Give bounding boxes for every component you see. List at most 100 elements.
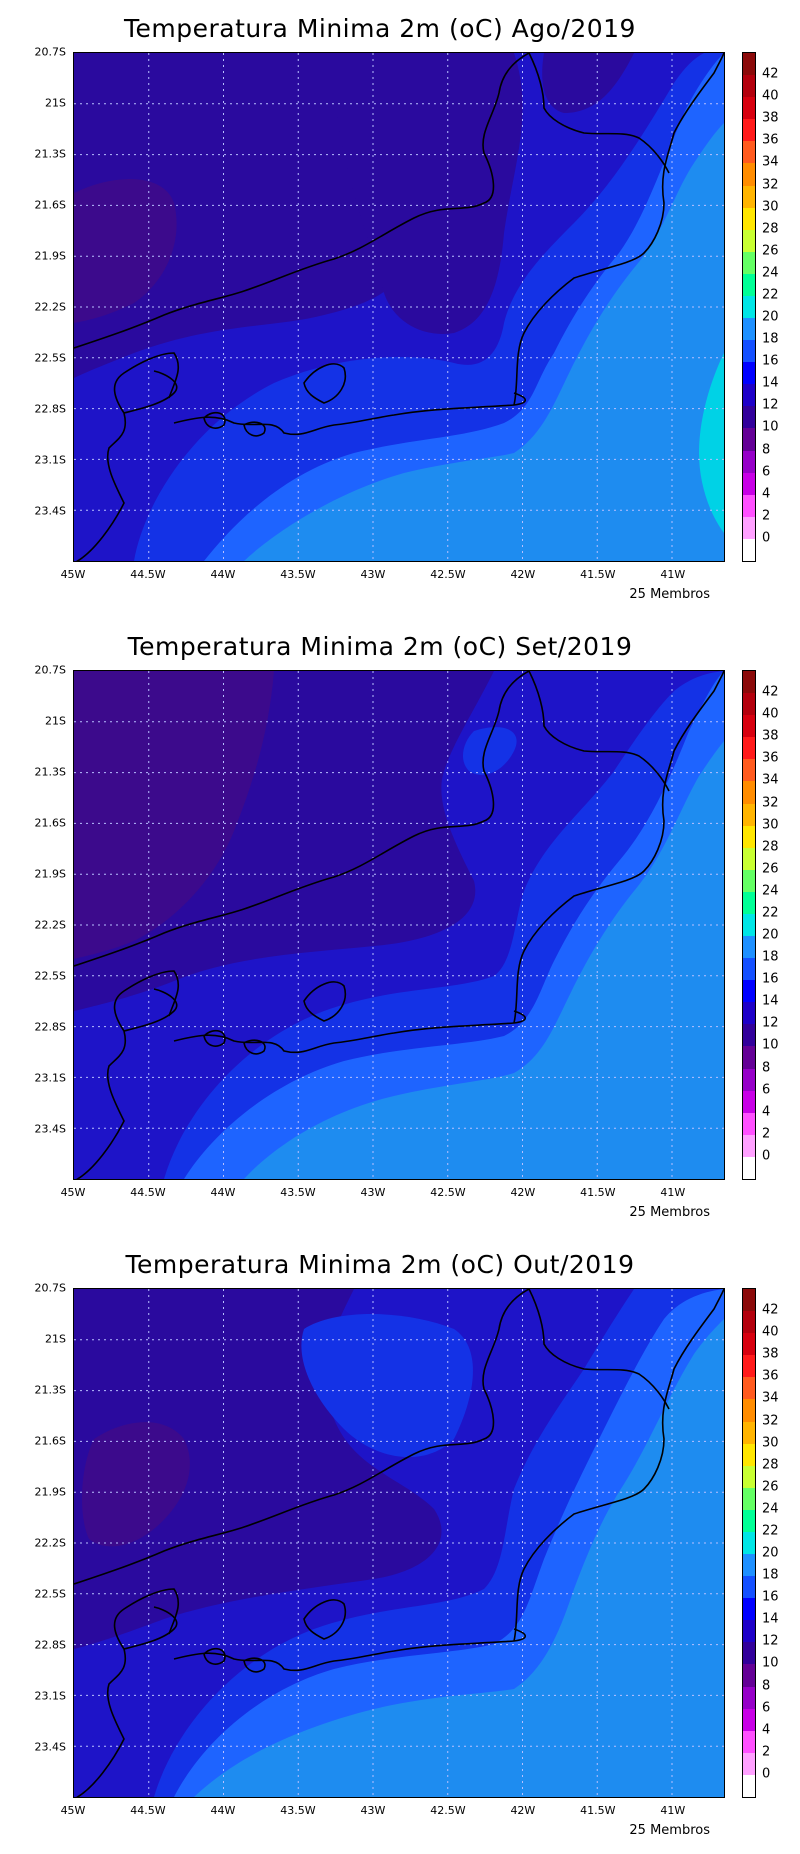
coastline-path xyxy=(203,1647,226,1665)
coastline-path xyxy=(243,1657,266,1673)
longitude-label: 43W xyxy=(360,568,386,581)
colorbar-cell xyxy=(743,1355,755,1378)
longitude-label: 44.5W xyxy=(130,568,166,581)
colorbar-label: 0 xyxy=(762,1766,771,1782)
colorbar-label: 30 xyxy=(762,1435,779,1451)
colorbar-cell xyxy=(743,781,755,804)
colorbar-cell xyxy=(743,1487,755,1511)
panel-title: Temperatura Minima 2m (oC) Ago/2019 xyxy=(124,14,636,43)
panel-title: Temperatura Minima 2m (oC) Out/2019 xyxy=(125,1250,635,1279)
colorbar-label: 22 xyxy=(762,287,779,303)
coastline-path xyxy=(513,53,724,406)
colorbar-label: 8 xyxy=(762,442,771,458)
colorbar-label: 28 xyxy=(762,221,779,237)
temp-region-c12-14 xyxy=(542,53,634,113)
colorbar-cell xyxy=(743,913,755,937)
colorbar-cell xyxy=(743,1686,755,1710)
longitude-label: 44W xyxy=(210,568,236,581)
latitude-label: 23.1S xyxy=(34,453,66,467)
latitude-label: 21.3S xyxy=(34,147,66,161)
map-svg xyxy=(74,53,724,561)
colorbar-cell xyxy=(743,737,755,760)
colorbar-label: 18 xyxy=(762,331,779,347)
colorbar-cell xyxy=(743,207,755,231)
longitude-label: 41W xyxy=(660,1186,686,1199)
colorbar-label: 30 xyxy=(762,199,779,215)
latitude-label: 22.2S xyxy=(34,300,66,314)
latitude-label: 21S xyxy=(45,714,66,728)
latitude-label: 21.6S xyxy=(34,198,66,212)
colorbar-cell xyxy=(743,869,755,893)
colorbar-cell xyxy=(743,273,755,297)
temp-region-c20-22 xyxy=(194,1319,724,1797)
colorbar-label: 24 xyxy=(762,265,779,281)
latitude-label: 21.9S xyxy=(34,1485,66,1499)
colorbar-label: 26 xyxy=(762,1479,779,1495)
colorbar-label: 30 xyxy=(762,817,779,833)
colorbar-cell xyxy=(743,384,755,407)
panel-title: Temperatura Minima 2m (oC) Set/2019 xyxy=(127,632,633,661)
colorbar-cell xyxy=(743,494,755,518)
longitude-label: 42.5W xyxy=(430,568,466,581)
coastline-path xyxy=(303,363,346,404)
colorbar-cell xyxy=(743,53,755,76)
longitude-label: 44W xyxy=(210,1804,236,1817)
temp-region-c10-12 xyxy=(82,1422,190,1547)
longitude-label: 42W xyxy=(510,568,536,581)
temp-region-c12-14 xyxy=(74,53,409,378)
colorbar-cell xyxy=(743,1068,755,1092)
colorbar-cell xyxy=(743,958,755,981)
members-note: 25 Membros xyxy=(629,1823,710,1838)
latitude-label: 21.6S xyxy=(34,816,66,830)
colorbar-cell xyxy=(743,1509,755,1533)
temp-region-c10-12 xyxy=(74,179,177,323)
colorbar xyxy=(742,670,756,1180)
latitude-label: 20.7S xyxy=(34,45,66,59)
coastline-path xyxy=(243,1039,266,1055)
coastline-path xyxy=(173,392,527,436)
colorbar-cell xyxy=(743,1576,755,1599)
colorbar-cell xyxy=(743,516,755,540)
coastline-and-borders xyxy=(74,671,724,1179)
coastline-and-borders xyxy=(74,1289,724,1797)
colorbar-cell xyxy=(743,318,755,341)
colorbar-label: 28 xyxy=(762,1457,779,1473)
coastline-path xyxy=(243,421,266,437)
temperature-map xyxy=(73,1288,725,1798)
colorbar-cell xyxy=(743,1112,755,1136)
coastline-path xyxy=(303,1599,346,1640)
colorbar-cell xyxy=(743,1620,755,1643)
temp-region-c20-22 xyxy=(244,123,724,561)
longitude-label: 43W xyxy=(360,1186,386,1199)
colorbar-cell xyxy=(743,428,755,452)
map-panel-3: Temperatura Minima 2m (oC) Out/2019 20.7… xyxy=(0,1236,800,1854)
colorbar-label: 20 xyxy=(762,927,779,943)
longitude-label: 44W xyxy=(210,1186,236,1199)
colorbar-cell xyxy=(743,1377,755,1400)
temp-region-c16-18 xyxy=(462,727,517,775)
temperature-map xyxy=(73,670,725,1180)
colorbar-cell xyxy=(743,163,755,186)
colorbar-label: 32 xyxy=(762,795,779,811)
latitude-label: 20.7S xyxy=(34,663,66,677)
colorbar-cell xyxy=(743,1046,755,1070)
colorbar-label: 34 xyxy=(762,1390,779,1406)
longitude-label: 41.5W xyxy=(580,1186,616,1199)
latitude-label: 23.1S xyxy=(34,1689,66,1703)
colorbar-cell xyxy=(743,693,755,716)
colorbar-label: 22 xyxy=(762,1523,779,1539)
temp-region-c16-18 xyxy=(301,1314,473,1458)
temp-region-c20-22 xyxy=(244,741,724,1179)
latitude-label: 21S xyxy=(45,1332,66,1346)
grid-lines xyxy=(74,53,724,561)
members-note: 25 Membros xyxy=(629,587,710,602)
colorbar-label: 2 xyxy=(762,508,771,524)
colorbar-label: 12 xyxy=(762,397,779,413)
latitude-label: 22.8S xyxy=(34,1638,66,1652)
latitude-label: 22.5S xyxy=(34,351,66,365)
latitude-label: 21.9S xyxy=(34,249,66,263)
temp-region-c22-24 xyxy=(699,353,724,533)
colorbar-label: 10 xyxy=(762,1037,779,1053)
latitude-label: 21.3S xyxy=(34,765,66,779)
colorbar-cell xyxy=(743,803,755,827)
